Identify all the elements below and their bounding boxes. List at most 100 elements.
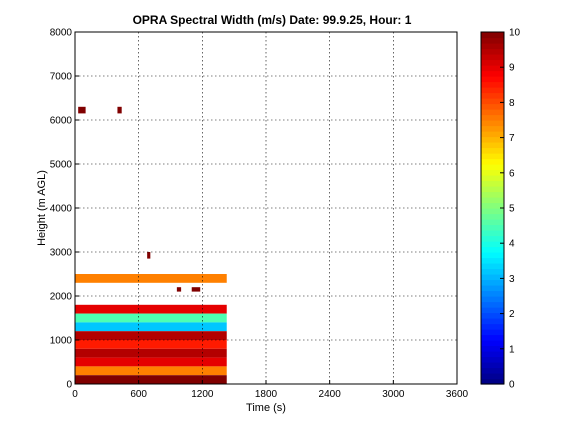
colorbar-band [481,362,504,369]
colorbar-band [481,268,504,275]
colorbar-band [481,235,504,242]
colorbar-band [481,301,504,308]
colorbar-band [481,345,504,352]
colorbar-band [481,378,504,385]
grid-lines [75,32,457,384]
colorbar-band [481,312,504,319]
y-tick-label: 4000 [50,204,73,215]
colorbar-band [481,285,504,292]
colorbar-band [481,241,504,248]
colorbar-band [481,323,504,330]
colorbar-band [481,340,504,347]
colorbar-band [481,290,504,297]
colorbar-band [481,109,504,116]
colorbar-band [481,257,504,264]
colorbar-band [481,219,504,226]
colorbar-tick-label: 8 [509,98,515,109]
heatmap-cell [75,322,227,332]
x-tick-label: 3600 [446,389,469,400]
colorbar-tick-label: 6 [509,168,515,179]
heatmap-cell [75,304,227,314]
colorbar-band [481,208,504,215]
colorbar-band [481,125,504,132]
colorbar-band [481,191,504,198]
heatmap-cell [75,375,227,384]
x-tick-label: 1800 [255,389,278,400]
y-axis-ticks: 0 1000 2000 3000 4000 5000 6000 7000 8000 [50,28,79,391]
heatmap-cell [78,106,86,114]
colorbar-band [481,98,504,105]
colorbar-band [481,373,504,380]
heatmap-cells [75,106,227,384]
colorbar-band [481,158,504,165]
colorbar-band [481,180,504,187]
colorbar-band [481,224,504,231]
heatmap-cell [75,348,227,358]
colorbar-band [481,76,504,83]
colorbar-band [481,279,504,286]
x-axis-label: Time (s) [246,402,286,414]
colorbar-band [481,54,504,61]
colorbar-tick-label: 1 [509,344,515,355]
colorbar-tick-label: 3 [509,274,515,285]
y-tick-label: 5000 [50,160,73,171]
heatmap-cell [75,357,227,367]
colorbar-band [481,169,504,176]
x-tick-label: 0 [72,389,78,400]
heatmap-cell [176,287,182,292]
colorbar-band [481,274,504,281]
heatmap-cell [75,340,227,349]
y-tick-label: 0 [66,380,72,391]
colorbar-tick-label: 7 [509,133,515,144]
colorbar-band [481,197,504,204]
colorbar-band [481,246,504,253]
colorbar-band [481,318,504,325]
y-tick-label: 3000 [50,248,73,259]
colorbar-ticks: 0 1 2 3 4 5 6 7 8 9 10 [500,28,521,391]
y-axis-label: Height (m AGL) [36,170,48,246]
colorbar-band [481,65,504,72]
colorbar-band [481,103,504,110]
colorbar-band [481,43,504,50]
x-axis-ticks: 0 600 1200 1800 2400 3000 3600 [72,380,469,400]
colorbar-band [481,92,504,99]
colorbar-band [481,307,504,314]
colorbar-tick-label: 10 [509,28,521,39]
heatmap-cell [75,366,227,376]
chart-title: OPRA Spectral Width (m/s) Date: 99.9.25,… [133,13,412,27]
colorbar-band [481,59,504,66]
colorbar-band [481,81,504,88]
colorbar-band [481,87,504,94]
y-tick-label: 2000 [50,292,73,303]
colorbar-band [481,70,504,77]
x-tick-label: 3000 [382,389,405,400]
colorbar-band [481,114,504,121]
colorbar-band [481,263,504,270]
heatmap-cell [75,274,227,283]
colorbar-band [481,213,504,220]
colorbar-band [481,32,504,39]
colorbar-band [481,147,504,154]
heatmap-cell [191,287,201,292]
colorbar-tick-label: 0 [509,380,515,391]
colorbar-band [481,120,504,127]
colorbar-band [481,136,504,143]
heatmap-cell [75,331,227,340]
y-tick-label: 1000 [50,336,73,347]
colorbar-band [481,367,504,374]
colorbar-gradient [481,32,504,385]
colorbar-band [481,164,504,171]
x-tick-label: 2400 [319,389,342,400]
colorbar-band [481,186,504,193]
colorbar-band [481,230,504,237]
colorbar-band [481,48,504,55]
x-tick-label: 1200 [191,389,214,400]
colorbar-band [481,131,504,138]
colorbar-band [481,296,504,303]
colorbar-tick-label: 4 [509,239,515,250]
colorbar-band [481,252,504,259]
x-tick-label: 600 [130,389,147,400]
heatmap-cell [117,106,122,114]
colorbar-band [481,175,504,182]
